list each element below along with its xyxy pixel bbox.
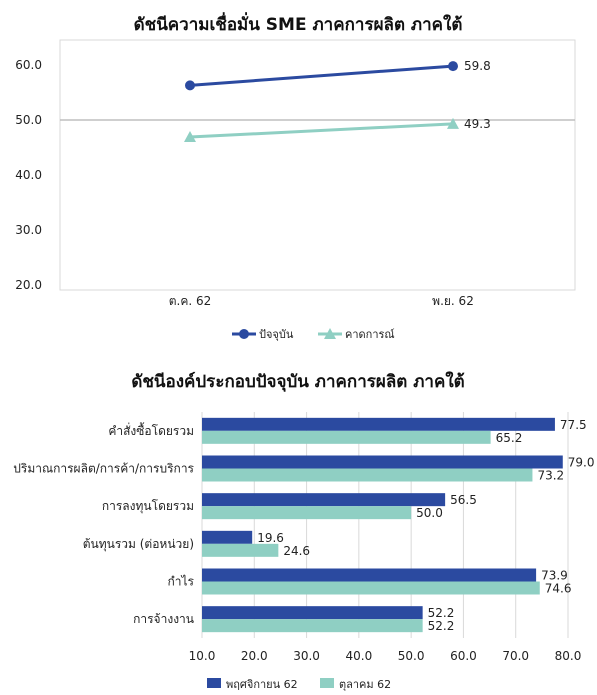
bar-chart-components: ดัชนีองค์ประกอบปัจจุบัน ภาคการผลิต ภาคใต… <box>0 350 597 695</box>
category-label: การลงทุนโดยรวม <box>102 499 194 514</box>
category-label: กำไร <box>168 575 195 589</box>
x-tick-label: พ.ย. 62 <box>432 294 474 308</box>
y-tick-label: 20.0 <box>15 278 42 292</box>
y-tick-label: 60.0 <box>15 58 42 72</box>
legend-label: พฤศจิกายน 62 <box>226 678 298 691</box>
data-label: 73.9 <box>541 569 568 583</box>
plot-area-border <box>59 39 576 291</box>
legend-label: ตุลาคม 62 <box>339 678 391 691</box>
data-label: 74.6 <box>545 582 572 596</box>
data-label: 73.2 <box>537 469 564 483</box>
y-tick-label: 50.0 <box>15 113 42 127</box>
data-point-marker <box>184 131 196 143</box>
legend-marker <box>324 328 336 339</box>
x-tick-label: 70.0 <box>502 649 529 663</box>
bar <box>202 606 423 620</box>
data-label: 52.2 <box>428 619 455 633</box>
bar <box>202 506 412 520</box>
bar <box>202 530 253 544</box>
legend-swatch <box>320 678 334 688</box>
x-tick-label: 10.0 <box>189 649 216 663</box>
data-point-marker <box>447 117 459 129</box>
y-tick-label: 40.0 <box>15 168 42 182</box>
x-tick-label: ต.ค. 62 <box>169 294 212 308</box>
x-tick-label: 30.0 <box>293 649 320 663</box>
category-label: คำสั่งซื้อโดยรวม <box>108 422 194 438</box>
bar <box>202 430 491 444</box>
bar-chart-title: ดัชนีองค์ประกอบปัจจุบัน ภาคการผลิต ภาคใต… <box>131 371 464 392</box>
x-tick-label: 50.0 <box>398 649 425 663</box>
data-label: 52.2 <box>428 606 455 620</box>
category-label: ปริมาณการผลิต/การค้า/การบริการ <box>13 462 194 476</box>
bar <box>202 568 537 582</box>
category-label: การจ้างงาน <box>133 612 194 626</box>
legend-marker <box>239 329 249 339</box>
bar <box>202 581 540 595</box>
bar <box>202 543 279 557</box>
data-point-marker <box>448 61 458 72</box>
legend-label: ปัจจุบัน <box>259 328 294 341</box>
legend-label: คาดการณ์ <box>345 328 395 341</box>
data-label: 59.8 <box>464 59 491 73</box>
y-tick-label: 30.0 <box>15 223 42 237</box>
x-tick-label: 60.0 <box>450 649 477 663</box>
x-tick-label: 20.0 <box>241 649 268 663</box>
x-tick-label: 40.0 <box>345 649 372 663</box>
line-chart-title: ดัชนีความเชื่อมั่น SME ภาคการผลิต ภาคใต้ <box>134 12 463 35</box>
bar <box>202 417 555 431</box>
series-line-2 <box>189 122 454 139</box>
data-point-marker <box>185 80 195 91</box>
data-label: 19.6 <box>257 531 284 545</box>
bar <box>202 619 423 633</box>
data-label: 24.6 <box>283 544 310 558</box>
bar <box>202 468 533 482</box>
data-label: 79.0 <box>568 456 595 470</box>
data-label: 50.0 <box>416 506 443 520</box>
bar <box>202 493 446 507</box>
series-line-1 <box>189 64 454 87</box>
x-tick-label: 80.0 <box>555 649 582 663</box>
legend-swatch <box>207 678 221 688</box>
data-label: 65.2 <box>496 431 523 445</box>
data-label: 56.5 <box>450 493 477 507</box>
line-chart-svg: ดัชนีความเชื่อมั่น SME ภาคการผลิต ภาคใต้… <box>15 12 576 341</box>
bar-chart-svg: ดัชนีองค์ประกอบปัจจุบัน ภาคการผลิต ภาคใต… <box>13 371 595 691</box>
category-label: ต้นทุนรวม (ต่อหน่วย) <box>83 537 194 552</box>
data-label: 77.5 <box>560 418 587 432</box>
data-label: 49.3 <box>464 117 491 131</box>
line-chart-confidence-index: ดัชนีความเชื่อมั่น SME ภาคการผลิต ภาคใต้… <box>15 12 576 341</box>
bar <box>202 455 563 469</box>
